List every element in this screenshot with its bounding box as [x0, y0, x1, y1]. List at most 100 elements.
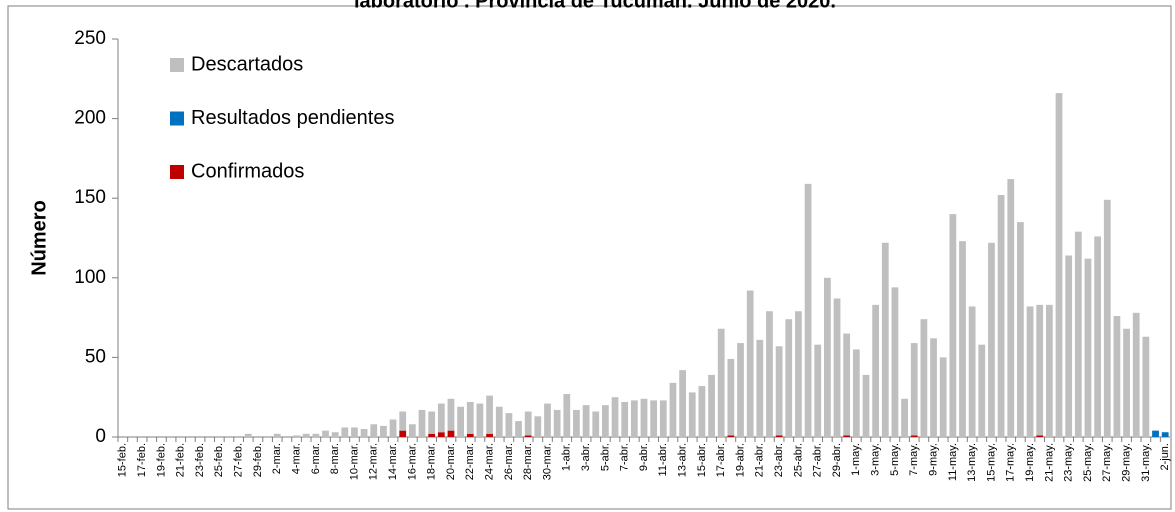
bar-segment [466, 433, 474, 437]
bar-segment [360, 429, 368, 437]
y-tick-label: 0 [95, 426, 106, 447]
x-tick-label: 5-abr. [599, 443, 611, 471]
x-tick-label: 9-abr. [638, 443, 650, 471]
bar-segment [650, 400, 658, 437]
x-tick-label: 11-may. [947, 443, 959, 481]
x-tick-label: 23-abr. [773, 443, 785, 477]
bar-segment [447, 430, 455, 437]
bar-segment [872, 304, 880, 437]
bar-segment [331, 432, 339, 437]
bar-segment [901, 398, 908, 437]
bar-segment [592, 411, 600, 437]
bar-segment [573, 409, 580, 437]
bar-segment [804, 183, 812, 437]
bar-segment [939, 357, 947, 437]
bar-segment [910, 343, 918, 436]
x-tick-label: 16-mar. [406, 443, 418, 480]
bar-segment [688, 392, 696, 437]
x-tick-label: 15-may. [985, 443, 997, 482]
x-tick-label: 25-abr. [792, 443, 804, 477]
bar-segment [766, 311, 773, 437]
legend-swatch [170, 165, 184, 179]
x-tick-label: 17-feb. [136, 443, 148, 477]
y-tick-label: 250 [74, 28, 106, 49]
x-tick-label: 26-mar. [503, 443, 515, 480]
bar-segment [486, 433, 493, 437]
bar-segment [997, 195, 1005, 437]
bar-segment [1113, 316, 1121, 437]
bar-segment [910, 435, 918, 437]
bar-segment [582, 405, 590, 437]
bar-segment [708, 374, 715, 437]
bar-segment [399, 411, 407, 431]
x-tick-label: 6-mar. [310, 443, 322, 474]
chart-title: laboratorio . Provincia de Tucumán. Juni… [354, 0, 836, 12]
x-tick-label: 1-abr. [561, 443, 573, 471]
bar-segment [524, 411, 532, 436]
x-tick-label: 18-mar. [426, 443, 438, 480]
bar-segment [428, 433, 436, 437]
x-tick-label: 17-abr. [715, 443, 727, 477]
bar-segment [1026, 306, 1034, 437]
bar-segment [370, 424, 378, 437]
bar-segment [930, 338, 937, 437]
x-tick-label: 3-may. [870, 443, 882, 476]
x-tick-label: 29-may. [1120, 443, 1132, 482]
x-tick-label: 13-may. [966, 443, 978, 482]
x-tick-label: 17-may. [1005, 443, 1017, 482]
y-tick-label: 100 [74, 267, 106, 288]
bar-segment [553, 409, 561, 437]
bar-segment [862, 374, 870, 437]
x-tick-label: 14-mar. [387, 443, 399, 480]
bar-segment [1017, 222, 1024, 437]
bar-segment [428, 411, 436, 434]
bar-segment [630, 400, 638, 437]
bar-segment [881, 242, 889, 437]
bar-segment [959, 241, 966, 437]
bar-segment [968, 306, 976, 437]
x-tick-label: 2-jun. [1159, 443, 1171, 471]
x-tick-label: 23-feb. [194, 443, 206, 477]
bar-segment [524, 435, 532, 437]
bar-segment [351, 427, 358, 437]
bar-segment [457, 406, 465, 437]
bar-segment [1132, 312, 1140, 437]
bar-segment [437, 403, 445, 433]
x-tick-label: 29-abr. [831, 443, 843, 477]
legend-label: Descartados [191, 53, 303, 75]
bar-segment [1152, 430, 1159, 437]
bar-segment [737, 343, 744, 437]
bar-segment [988, 242, 995, 437]
y-tick-label: 150 [74, 187, 106, 208]
bar-segment [447, 398, 455, 431]
legend-label: Confirmados [191, 160, 304, 182]
bar-segment [1074, 231, 1082, 437]
bar-segment [843, 333, 851, 436]
bar-segment [515, 421, 522, 437]
x-tick-label: 13-abr. [677, 443, 689, 477]
bar-segment [486, 395, 493, 434]
x-tick-label: 19-abr. [734, 443, 746, 477]
bar-segment [814, 344, 822, 437]
x-tick-label: 12-mar. [368, 443, 380, 480]
x-tick-label: 15-feb. [117, 443, 129, 477]
x-tick-label: 24-mar. [483, 443, 495, 480]
bar-segment [244, 433, 252, 437]
bar-segment [399, 430, 407, 437]
x-tick-label: 7-abr. [619, 443, 631, 471]
bar-segment [1094, 236, 1101, 437]
x-tick-label: 1-may. [850, 443, 862, 476]
bar-segment [312, 433, 320, 437]
bar-segment [505, 413, 513, 437]
bar-segment [322, 430, 329, 437]
x-tick-label: 11-abr. [657, 443, 669, 476]
bar-segment [389, 419, 397, 437]
bar-segment [920, 319, 928, 437]
x-tick-label: 9-may. [927, 443, 939, 476]
x-tick-label: 21-may. [1043, 443, 1055, 482]
x-tick-label: 21-feb. [175, 443, 187, 477]
bar-segment [1123, 328, 1130, 437]
bar-segment [1084, 258, 1092, 437]
bar-segment [1103, 199, 1111, 437]
